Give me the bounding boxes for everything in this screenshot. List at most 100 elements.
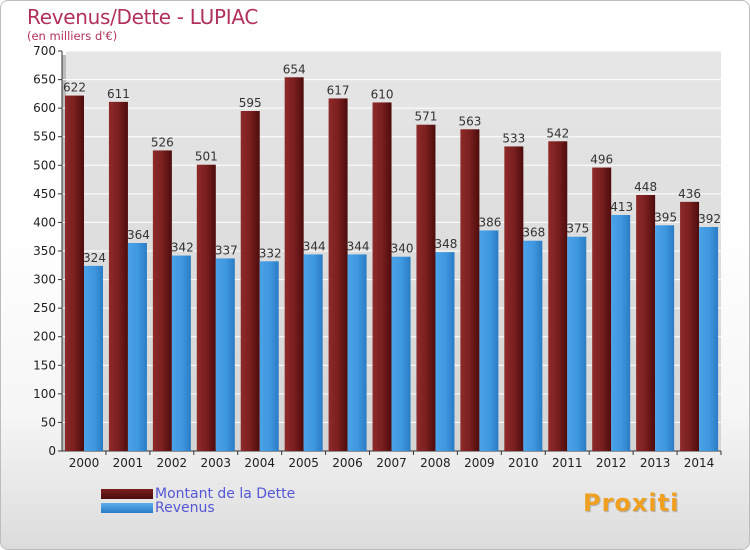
data-label-revenue: 337 bbox=[215, 243, 238, 257]
bar-revenue bbox=[127, 243, 147, 451]
data-label-debt: 595 bbox=[239, 96, 262, 110]
data-label-debt: 533 bbox=[502, 131, 525, 145]
data-label-revenue: 368 bbox=[522, 226, 545, 240]
data-label-debt: 611 bbox=[107, 87, 130, 101]
bar-debt bbox=[284, 77, 304, 452]
data-label-revenue: 344 bbox=[303, 239, 326, 253]
bar-debt bbox=[328, 98, 348, 451]
bar-revenue bbox=[171, 255, 191, 451]
bar-revenue bbox=[567, 236, 587, 451]
legend-swatch-revenue bbox=[101, 503, 153, 513]
y-tick-label: 50 bbox=[41, 415, 56, 429]
bar-debt bbox=[460, 129, 480, 452]
data-label-revenue: 413 bbox=[610, 200, 633, 214]
data-label-revenue: 324 bbox=[83, 251, 106, 265]
bar-debt bbox=[416, 124, 436, 451]
bar-revenue bbox=[391, 256, 411, 451]
x-tick-label: 2002 bbox=[157, 456, 188, 470]
bar-revenue bbox=[84, 265, 103, 451]
data-label-revenue: 344 bbox=[347, 239, 370, 253]
data-label-revenue: 340 bbox=[391, 242, 414, 256]
bar-revenue bbox=[523, 240, 543, 451]
bar-revenue bbox=[435, 252, 455, 451]
y-tick-label: 650 bbox=[33, 73, 56, 87]
plot-left-wall bbox=[62, 55, 66, 451]
chart-subtitle: (en milliers d'€) bbox=[27, 29, 118, 43]
y-tick-label: 400 bbox=[33, 215, 56, 229]
bar-debt bbox=[680, 201, 700, 451]
x-tick-label: 2004 bbox=[244, 456, 275, 470]
y-tick-label: 450 bbox=[33, 187, 56, 201]
y-tick-label: 350 bbox=[33, 244, 56, 258]
x-tick-label: 2003 bbox=[200, 456, 231, 470]
data-label-debt: 496 bbox=[590, 153, 613, 167]
y-tick-label: 250 bbox=[33, 301, 56, 315]
logo-text: Proxiti bbox=[583, 489, 680, 517]
y-tick-label: 550 bbox=[33, 130, 56, 144]
bar-revenue bbox=[699, 227, 719, 451]
data-label-debt: 436 bbox=[678, 187, 701, 201]
bar-revenue bbox=[303, 254, 323, 451]
bar-debt bbox=[240, 111, 260, 451]
y-tick-label: 600 bbox=[33, 101, 56, 115]
bar-debt bbox=[372, 102, 392, 451]
x-tick-label: 2009 bbox=[464, 456, 495, 470]
x-tick-label: 2012 bbox=[596, 456, 627, 470]
data-label-debt: 542 bbox=[546, 126, 569, 140]
data-label-revenue: 342 bbox=[171, 241, 194, 255]
chart-title: Revenus/Dette - LUPIAC bbox=[27, 5, 259, 29]
data-label-revenue: 395 bbox=[654, 210, 677, 224]
data-label-revenue: 375 bbox=[566, 222, 589, 236]
bar-revenue bbox=[259, 261, 279, 451]
data-label-debt: 563 bbox=[458, 114, 481, 128]
bar-revenue bbox=[347, 254, 367, 451]
data-label-debt: 622 bbox=[63, 81, 86, 95]
data-label-debt: 654 bbox=[283, 62, 306, 76]
bar-debt bbox=[152, 150, 172, 451]
y-tick-label: 0 bbox=[48, 444, 56, 458]
x-tick-label: 2013 bbox=[640, 456, 671, 470]
proxiti-logo: Proxiti bbox=[583, 489, 679, 517]
x-tick-label: 2010 bbox=[508, 456, 539, 470]
bar-debt bbox=[592, 167, 612, 452]
bar-debt bbox=[108, 101, 128, 451]
bar-revenue bbox=[215, 258, 235, 451]
legend-label-debt: Montant de la Dette bbox=[155, 486, 296, 502]
x-tick-label: 2005 bbox=[288, 456, 319, 470]
data-label-revenue: 332 bbox=[259, 246, 282, 260]
x-tick-label: 2014 bbox=[684, 456, 715, 470]
bar-debt bbox=[636, 195, 656, 451]
y-tick-label: 700 bbox=[33, 44, 56, 58]
data-label-debt: 610 bbox=[371, 87, 394, 101]
data-label-debt: 617 bbox=[327, 83, 350, 97]
data-label-debt: 571 bbox=[415, 110, 438, 124]
y-tick-label: 150 bbox=[33, 358, 56, 372]
x-tick-label: 2008 bbox=[420, 456, 451, 470]
x-tick-label: 2011 bbox=[552, 456, 583, 470]
x-tick-label: 2006 bbox=[332, 456, 363, 470]
bar-debt bbox=[196, 164, 216, 451]
bar-revenue bbox=[655, 225, 675, 451]
legend-label-revenue: Revenus bbox=[155, 500, 215, 516]
bar-revenue bbox=[479, 230, 499, 451]
bar-revenue bbox=[611, 215, 631, 451]
y-tick-label: 300 bbox=[33, 273, 56, 287]
data-label-revenue: 386 bbox=[478, 215, 501, 229]
x-tick-label: 2007 bbox=[376, 456, 407, 470]
x-tick-label: 2000 bbox=[69, 456, 100, 470]
bar-debt bbox=[548, 141, 568, 452]
data-label-debt: 501 bbox=[195, 150, 218, 164]
legend-swatch-debt bbox=[101, 489, 153, 499]
y-tick-label: 200 bbox=[33, 330, 56, 344]
bar-debt bbox=[504, 146, 524, 451]
y-tick-label: 500 bbox=[33, 158, 56, 172]
data-label-debt: 526 bbox=[151, 135, 174, 149]
data-label-revenue: 392 bbox=[698, 212, 721, 226]
y-tick-label: 100 bbox=[33, 387, 56, 401]
data-label-revenue: 364 bbox=[127, 228, 150, 242]
data-label-debt: 448 bbox=[634, 180, 657, 194]
data-label-revenue: 348 bbox=[435, 237, 458, 251]
bar-debt bbox=[65, 95, 84, 452]
